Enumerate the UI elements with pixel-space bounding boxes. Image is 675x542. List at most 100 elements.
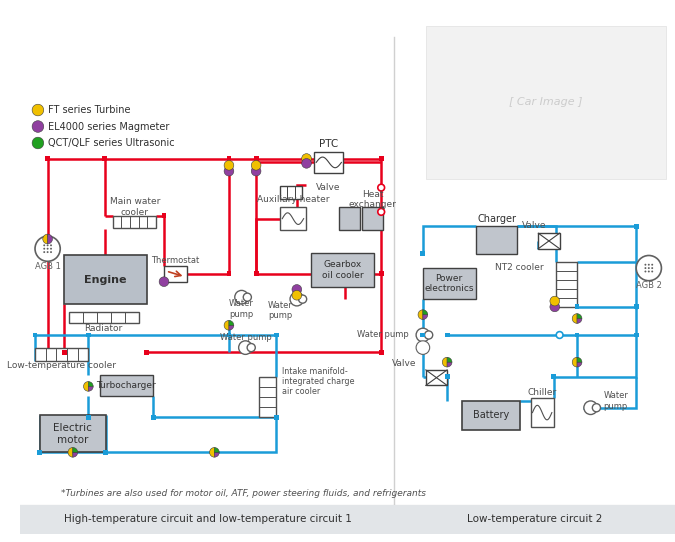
Circle shape bbox=[251, 160, 261, 170]
Bar bbox=[311, 253, 375, 287]
Text: Power
electronics: Power electronics bbox=[425, 274, 474, 293]
Circle shape bbox=[243, 293, 251, 301]
Circle shape bbox=[425, 331, 433, 339]
Circle shape bbox=[651, 267, 653, 269]
Text: Gearbox
oil cooler: Gearbox oil cooler bbox=[321, 260, 363, 280]
Wedge shape bbox=[447, 357, 452, 362]
Circle shape bbox=[378, 209, 385, 215]
Bar bbox=[379, 156, 383, 161]
Bar bbox=[574, 333, 579, 338]
Circle shape bbox=[32, 104, 44, 116]
Bar bbox=[315, 152, 344, 173]
Wedge shape bbox=[418, 310, 423, 319]
Text: QCT/QLF series Ultrasonic: QCT/QLF series Ultrasonic bbox=[48, 138, 174, 148]
Wedge shape bbox=[215, 448, 219, 453]
Text: [ Car Image ]: [ Car Image ] bbox=[509, 97, 583, 107]
Bar bbox=[161, 214, 167, 218]
Circle shape bbox=[645, 264, 647, 266]
Text: *Turbines are also used for motor oil, ATF, power steering fluids, and refrigera: *Turbines are also used for motor oil, A… bbox=[61, 488, 426, 498]
Circle shape bbox=[645, 267, 647, 269]
Text: Heat
exchanger: Heat exchanger bbox=[348, 190, 396, 209]
Text: NT2 cooler: NT2 cooler bbox=[495, 263, 544, 272]
Text: Charger: Charger bbox=[477, 214, 516, 224]
Wedge shape bbox=[43, 234, 48, 244]
Circle shape bbox=[43, 244, 45, 246]
Text: Low-temperature circuit 2: Low-temperature circuit 2 bbox=[466, 514, 602, 524]
Circle shape bbox=[35, 236, 60, 261]
Circle shape bbox=[292, 285, 302, 294]
Circle shape bbox=[556, 332, 563, 338]
Circle shape bbox=[235, 291, 248, 304]
Text: Water
pump: Water pump bbox=[229, 299, 254, 319]
Circle shape bbox=[550, 302, 560, 312]
Wedge shape bbox=[577, 314, 582, 319]
Circle shape bbox=[50, 248, 52, 250]
Wedge shape bbox=[88, 386, 93, 391]
Text: FT series Turbine: FT series Turbine bbox=[48, 105, 130, 115]
Text: Valve: Valve bbox=[522, 221, 547, 230]
Text: Water pump: Water pump bbox=[219, 333, 271, 343]
Circle shape bbox=[247, 344, 255, 352]
Circle shape bbox=[32, 137, 44, 149]
Circle shape bbox=[302, 158, 311, 168]
Text: Low-temperature cooler: Low-temperature cooler bbox=[7, 360, 115, 370]
Text: AGB 2: AGB 2 bbox=[636, 281, 661, 290]
Wedge shape bbox=[577, 319, 582, 324]
Circle shape bbox=[239, 341, 252, 354]
Bar bbox=[421, 251, 425, 256]
Circle shape bbox=[584, 401, 597, 415]
Circle shape bbox=[416, 341, 430, 354]
Bar bbox=[61, 350, 67, 355]
Text: Radiator: Radiator bbox=[84, 324, 122, 333]
Bar bbox=[45, 156, 50, 161]
Circle shape bbox=[251, 166, 261, 176]
Text: Water
pump: Water pump bbox=[603, 391, 628, 411]
Bar bbox=[423, 268, 477, 299]
Text: Water
pump: Water pump bbox=[268, 301, 293, 320]
Bar bbox=[20, 505, 675, 534]
Text: Main water
cooler: Main water cooler bbox=[110, 197, 160, 217]
Circle shape bbox=[416, 328, 430, 342]
Bar bbox=[227, 156, 232, 161]
Bar bbox=[86, 415, 90, 420]
Bar bbox=[531, 398, 554, 427]
Wedge shape bbox=[88, 382, 93, 386]
Circle shape bbox=[159, 277, 169, 287]
Text: Chiller: Chiller bbox=[528, 388, 557, 397]
Wedge shape bbox=[423, 310, 428, 315]
Wedge shape bbox=[209, 448, 215, 457]
Text: Valve: Valve bbox=[392, 359, 416, 367]
Bar bbox=[634, 224, 639, 229]
Text: Auxiliary heater: Auxiliary heater bbox=[256, 195, 329, 204]
Bar bbox=[379, 350, 383, 355]
Circle shape bbox=[651, 270, 653, 273]
Wedge shape bbox=[68, 448, 73, 457]
Circle shape bbox=[43, 248, 45, 250]
Bar bbox=[445, 333, 450, 338]
Text: Battery: Battery bbox=[472, 410, 509, 421]
Text: Intake manifold-
integrated charge
air cooler: Intake manifold- integrated charge air c… bbox=[282, 366, 355, 396]
Bar bbox=[69, 312, 139, 324]
Bar bbox=[103, 450, 108, 455]
Circle shape bbox=[637, 255, 662, 281]
Circle shape bbox=[224, 160, 234, 170]
Wedge shape bbox=[577, 362, 582, 367]
Bar bbox=[426, 370, 447, 385]
Bar bbox=[280, 186, 302, 199]
Circle shape bbox=[302, 154, 311, 163]
Wedge shape bbox=[229, 320, 234, 325]
Wedge shape bbox=[423, 315, 428, 319]
Wedge shape bbox=[229, 325, 234, 330]
Circle shape bbox=[298, 295, 306, 303]
Text: Turbocharger: Turbocharger bbox=[97, 381, 156, 390]
Bar bbox=[113, 216, 156, 228]
Circle shape bbox=[648, 264, 650, 266]
Circle shape bbox=[47, 251, 49, 253]
Bar bbox=[100, 375, 153, 396]
Bar bbox=[634, 305, 639, 309]
Bar bbox=[426, 25, 666, 179]
Circle shape bbox=[43, 251, 45, 253]
Wedge shape bbox=[48, 234, 53, 244]
Circle shape bbox=[645, 270, 647, 273]
Wedge shape bbox=[224, 320, 229, 330]
